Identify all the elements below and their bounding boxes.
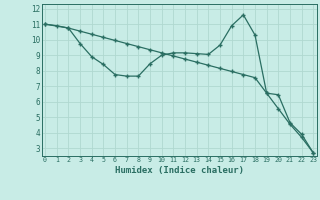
X-axis label: Humidex (Indice chaleur): Humidex (Indice chaleur): [115, 166, 244, 175]
